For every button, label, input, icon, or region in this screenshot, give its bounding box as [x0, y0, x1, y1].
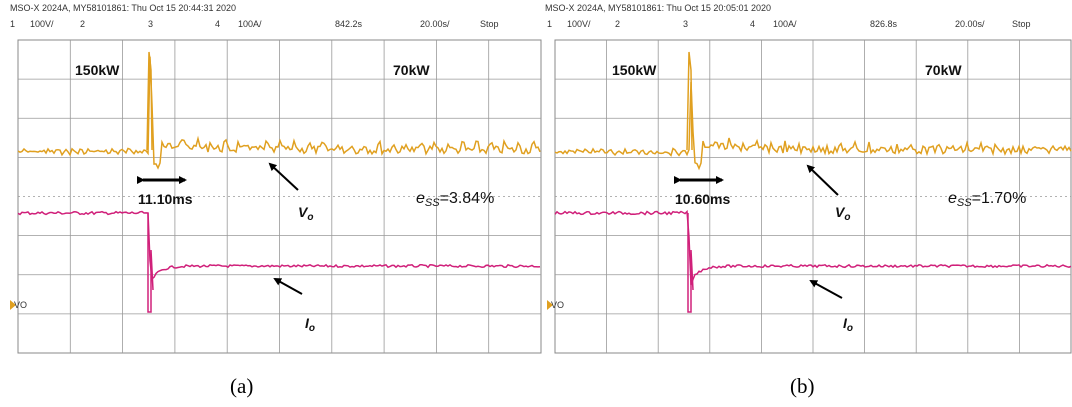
power-after: 70kW [393, 62, 430, 78]
error-symbol: e [416, 190, 425, 207]
channel-ch1-scale: 100V/ [30, 19, 54, 29]
io-subscript: o [309, 323, 315, 334]
io-subscript: o [847, 323, 853, 334]
vo-subscript: o [307, 212, 313, 223]
channel-ch2: 2 [80, 19, 85, 29]
channel-ch1: 1 [547, 19, 552, 29]
vo-subscript: o [844, 212, 850, 223]
channel-time-scale: 20.00s/ [955, 19, 985, 29]
power-before: 150kW [612, 62, 657, 78]
settling-time: 10.60ms [675, 191, 730, 207]
channel-ch3: 3 [683, 19, 688, 29]
error-subscript: SS [957, 197, 972, 209]
settling-time: 11.10ms [138, 191, 193, 207]
ground-label: VO [551, 300, 564, 310]
channel-ch1: 1 [10, 19, 15, 29]
error-symbol: e [948, 190, 957, 207]
channel-status: Stop [480, 19, 499, 29]
power-after: 70kW [925, 62, 962, 78]
scope-panel: MSO-X 2024A, MY58101861: Thu Oct 15 20:4… [10, 3, 541, 398]
channel-time-scale: 20.00s/ [420, 19, 450, 29]
channel-ch1-scale: 100V/ [567, 19, 591, 29]
error-value: =3.84% [440, 190, 495, 207]
channel-ch4: 4 [750, 19, 755, 29]
power-before: 150kW [75, 62, 120, 78]
channel-ch4-scale: 100A/ [773, 19, 797, 29]
channel-time-offset: 842.2s [335, 19, 363, 29]
figure: MSO-X 2024A, MY58101861: Thu Oct 15 20:4… [0, 0, 1072, 407]
panel-caption: (a) [230, 374, 253, 398]
channel-ch3: 3 [148, 19, 153, 29]
scope-panel: MSO-X 2024A, MY58101861: Thu Oct 15 20:0… [545, 3, 1071, 398]
channel-ch4-scale: 100A/ [238, 19, 262, 29]
channel-time-offset: 826.8s [870, 19, 898, 29]
channel-ch2: 2 [615, 19, 620, 29]
error-value: =1.70% [972, 190, 1027, 207]
scope-header: MSO-X 2024A, MY58101861: Thu Oct 15 20:4… [10, 3, 236, 13]
channel-ch4: 4 [215, 19, 220, 29]
ground-label: VO [14, 300, 27, 310]
channel-status: Stop [1012, 19, 1031, 29]
error-subscript: SS [425, 197, 440, 209]
panel-caption: (b) [790, 374, 815, 398]
scope-header: MSO-X 2024A, MY58101861: Thu Oct 15 20:0… [545, 3, 771, 13]
